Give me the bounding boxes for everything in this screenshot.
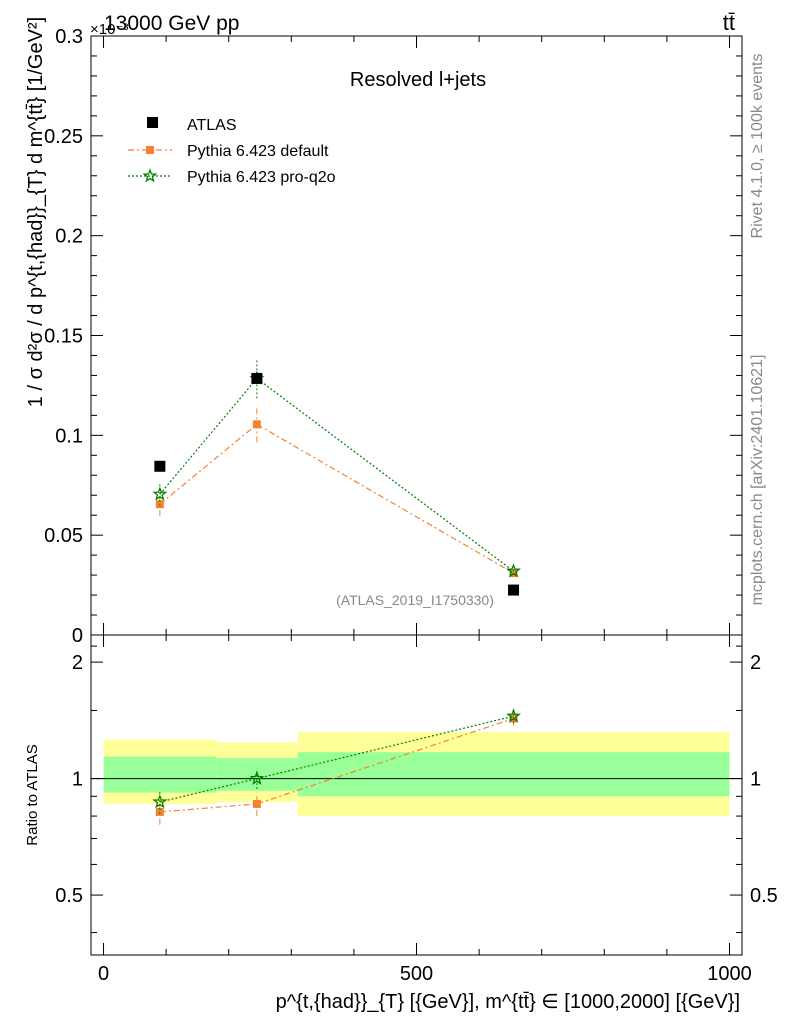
main-y-tick-label: 0.05	[44, 525, 83, 547]
ratio-point-pythia-6-423-pro-q2o	[506, 708, 521, 723]
legend-label-default: Pythia 6.423 default	[187, 143, 329, 160]
ratio-panel: 0.5 0.5 1 1 2 2 0 500 1000 Ratio to ATLAS p^{t,…	[24, 634, 778, 1013]
legend-marker-default	[146, 146, 154, 154]
main-y-tick-label: 0.1	[55, 425, 83, 447]
ratio-point-pythia-6-423-default	[155, 807, 164, 816]
legend-marker-pro-q2o	[142, 168, 158, 183]
main-y-tick-label: 0.2	[55, 226, 83, 248]
ratio-band-inner	[297, 752, 730, 797]
main-point-pythia-6-423-default	[252, 420, 261, 429]
ratio-point-pythia-6-423-pro-q2o	[152, 794, 168, 809]
ratio-line-pythia-6-423-default	[159, 717, 514, 813]
ratio-x-tick-label: 0	[98, 963, 109, 985]
main-line-pythia-6-423-default	[159, 423, 514, 574]
legend: ATLAS Pythia 6.423 default Pythia 6.423 …	[128, 117, 336, 186]
legend-marker-atlas	[147, 117, 158, 128]
main-line-pythia-6-423-pro-q2o	[159, 377, 514, 572]
main-y-tick-label: 0.15	[44, 326, 83, 348]
ratio-point-pythia-6-423-pro-q2o	[249, 770, 265, 785]
ratio-uncertainty-bands	[103, 731, 730, 817]
ratio-y-tick-label: 1	[72, 769, 83, 791]
x-axis-label: p^{t,{had}}_{T} [{GeV}], m^{tt̄} ∈ [1000…	[276, 991, 740, 1013]
exponent-label: ×10⁻³	[90, 21, 128, 38]
main-panel: 0 0.05 0.1 0.15 0.2 0.25 0.3 Resolved l+jets (…	[25, 17, 743, 647]
analysis-label: (ATLAS_2019_I1750330)	[336, 592, 494, 608]
main-point-pythia-6-423-pro-q2o	[506, 563, 521, 578]
ratio-y-tick-label-right: 2	[750, 652, 761, 674]
ratio-x-tick-label: 500	[400, 963, 433, 985]
main-y-axis-label: 1 / σ d²σ / d p^{t,{had}}_{T} d m^{tt̄} …	[25, 17, 47, 407]
rivet-label: Rivet 4.1.0, ≥ 100k events	[749, 54, 766, 239]
ratio-y-ticks: 0.5 0.5 1 1 2 2	[55, 645, 778, 934]
ratio-y-axis-label: Ratio to ATLAS	[24, 744, 41, 845]
ratio-x-tick-label: 1000	[707, 963, 752, 985]
legend-label-atlas: ATLAS	[187, 117, 237, 134]
ratio-x-ticks: 0 500 1000	[98, 635, 752, 985]
ratio-y-tick-label: 2	[72, 652, 83, 674]
main-y-tick-label: 0	[72, 625, 83, 647]
main-y-ticks: 0 0.05 0.1 0.15 0.2 0.25 0.3	[44, 26, 742, 647]
main-x-ticks	[103, 36, 730, 635]
ratio-y-tick-label: 0.5	[55, 885, 83, 907]
main-y-tick-label: 0.3	[55, 26, 83, 48]
ratio-y-tick-label-right: 1	[750, 769, 761, 791]
ratio-series	[152, 708, 521, 825]
main-series	[152, 358, 521, 596]
energy-label: 13000 GeV pp	[104, 12, 239, 35]
main-point-atlas	[154, 460, 166, 472]
ratio-point-pythia-6-423-default	[252, 799, 261, 808]
ratio-y-tick-label-right: 0.5	[750, 885, 778, 907]
main-point-pythia-6-423-pro-q2o	[152, 486, 168, 501]
legend-label-pro-q2o: Pythia 6.423 pro-q2o	[187, 169, 336, 186]
process-label: tt̄	[723, 10, 735, 35]
main-title: Resolved l+jets	[350, 69, 486, 91]
main-point-atlas	[251, 372, 263, 384]
mcplots-label: mcplots.cern.ch [arXiv:2401.10621]	[749, 355, 766, 606]
main-y-tick-label: 0.25	[44, 126, 83, 148]
ratio-line-pythia-6-423-pro-q2o	[159, 715, 514, 803]
ratio-band-inner	[103, 756, 217, 793]
main-point-atlas	[508, 584, 520, 596]
